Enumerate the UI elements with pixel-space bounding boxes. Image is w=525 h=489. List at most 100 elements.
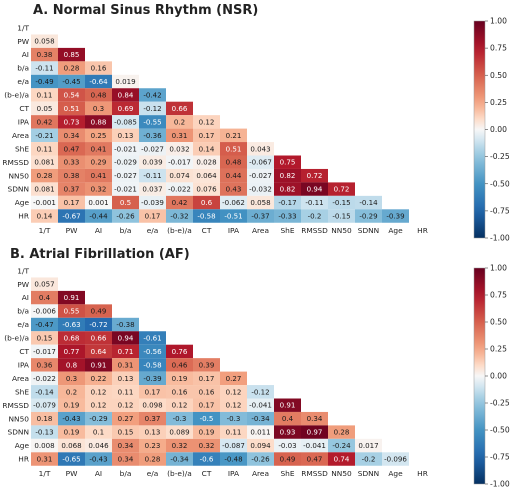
af-cell-label-9-7: 0.12 bbox=[226, 387, 242, 396]
af-cell-1-0 bbox=[31, 277, 58, 291]
af-cell-9-6 bbox=[193, 385, 220, 399]
nsr-cell-12-0 bbox=[31, 182, 58, 196]
af-cell-label-7-5: 0.46 bbox=[172, 360, 188, 369]
nsr-cell-label-13-1: 0.17 bbox=[64, 198, 80, 207]
af-col-label: 1/T bbox=[39, 469, 51, 478]
af-cell-label-11-4: 0.37 bbox=[145, 414, 161, 423]
nsr-cell-label-11-2: 0.41 bbox=[91, 171, 107, 180]
nsr-cell-label-12-4: 0.037 bbox=[142, 185, 162, 194]
nsr-cell-12-8 bbox=[247, 182, 274, 196]
af-cell-label-11-2: -0.29 bbox=[89, 414, 108, 423]
af-cell-9-0 bbox=[31, 385, 58, 399]
af-cell-14-6 bbox=[193, 452, 220, 466]
af-row-label: Area bbox=[12, 374, 29, 383]
nsr-cell-label-14-9: -0.33 bbox=[278, 212, 296, 221]
af-cell-6-3 bbox=[112, 344, 139, 359]
af-cell-label-13-0: 0.008 bbox=[34, 441, 55, 450]
af-colorbar-tick-label: 1.00 bbox=[490, 264, 507, 273]
nsr-cell-13-6 bbox=[193, 195, 220, 210]
af-cell-label-12-7: 0.11 bbox=[226, 428, 242, 437]
af-cell-label-11-3: 0.27 bbox=[118, 414, 134, 423]
af-cell-9-3 bbox=[112, 385, 139, 399]
af-cell-4-1 bbox=[58, 317, 85, 332]
nsr-cell-7-5 bbox=[166, 115, 193, 129]
af-cell-label-13-8: 0.094 bbox=[250, 441, 271, 450]
af-cell-10-1 bbox=[58, 398, 85, 412]
nsr-col-label: Age bbox=[388, 226, 403, 235]
af-row-label: NN50 bbox=[9, 414, 30, 423]
af-cell-13-3 bbox=[112, 438, 139, 453]
af-col-label: SDNN bbox=[358, 469, 379, 478]
af-cell-14-0 bbox=[31, 452, 58, 466]
nsr-col-label: e/a bbox=[147, 226, 159, 235]
af-cell-label-6-4: -0.56 bbox=[143, 347, 162, 356]
af-col-label: (b-e)/a bbox=[167, 469, 192, 478]
nsr-cell-label-13-7: -0.062 bbox=[222, 198, 245, 207]
nsr-cell-label-4-3: 0.019 bbox=[115, 77, 136, 86]
af-cell-label-8-4: -0.39 bbox=[143, 374, 162, 383]
nsr-colorbar-tick-label: 0.25 bbox=[490, 98, 507, 107]
af-cell-label-14-5: -0.34 bbox=[170, 455, 189, 464]
af-row-label: e/a bbox=[17, 320, 29, 329]
nsr-row-label: 1/T bbox=[17, 23, 29, 32]
af-cell-label-11-1: -0.43 bbox=[62, 414, 80, 423]
nsr-cell-label-13-10: -0.11 bbox=[305, 198, 323, 207]
af-cell-8-1 bbox=[58, 371, 85, 386]
af-cell-6-4 bbox=[139, 344, 166, 359]
nsr-cell-label-11-5: 0.074 bbox=[169, 171, 190, 180]
af-colorbar-tick-label: 0.50 bbox=[490, 318, 507, 327]
nsr-cell-5-2 bbox=[85, 88, 112, 102]
af-cell-label-9-6: 0.16 bbox=[199, 387, 215, 396]
nsr-cell-6-4 bbox=[139, 101, 166, 116]
af-cell-label-6-3: 0.71 bbox=[118, 347, 134, 356]
nsr-cell-8-0 bbox=[31, 128, 58, 143]
nsr-cell-label-6-2: 0.3 bbox=[93, 104, 104, 113]
nsr-cell-12-2 bbox=[85, 182, 112, 196]
nsr-cell-label-8-5: 0.31 bbox=[172, 131, 188, 140]
nsr-row-label: RMSSD bbox=[2, 158, 29, 167]
nsr-cell-label-9-4: -0.027 bbox=[141, 144, 164, 153]
nsr-cell-14-10 bbox=[301, 209, 328, 223]
nsr-cell-4-0 bbox=[31, 74, 58, 89]
nsr-cell-label-5-4: -0.42 bbox=[143, 90, 161, 99]
nsr-colorbar-tick-label: 0.75 bbox=[490, 44, 507, 53]
af-cell-5-2 bbox=[85, 331, 112, 345]
nsr-col-label: ShE bbox=[280, 226, 294, 235]
af-cell-label-14-9: 0.49 bbox=[280, 455, 296, 464]
nsr-cell-label-13-9: -0.17 bbox=[278, 198, 296, 207]
af-colorbar-tick-label: 0.25 bbox=[490, 345, 507, 354]
af-cell-11-3 bbox=[112, 411, 139, 426]
af-cell-label-13-12: 0.017 bbox=[358, 441, 378, 450]
nsr-cell-12-7 bbox=[220, 182, 247, 196]
af-cell-9-2 bbox=[85, 385, 112, 399]
nsr-cell-7-4 bbox=[139, 115, 166, 129]
af-row-label: RMSSD bbox=[2, 401, 29, 410]
af-cell-10-4 bbox=[139, 398, 166, 412]
nsr-colorbar-tick-label: -0.25 bbox=[490, 152, 510, 161]
nsr-cell-label-9-3: -0.021 bbox=[114, 144, 137, 153]
af-cell-5-3 bbox=[112, 331, 139, 345]
af-cell-10-7 bbox=[220, 398, 247, 412]
af-cell-label-11-8: -0.34 bbox=[251, 414, 270, 423]
nsr-cell-label-11-6: 0.064 bbox=[196, 171, 217, 180]
nsr-cell-6-1 bbox=[58, 101, 85, 116]
af-cell-label-14-11: 0.74 bbox=[334, 455, 350, 464]
nsr-row-label: b/a bbox=[17, 64, 29, 73]
nsr-cell-label-1-0: 0.058 bbox=[34, 37, 55, 46]
nsr-cell-label-13-3: 0.5 bbox=[120, 198, 131, 207]
af-cell-label-13-5: 0.32 bbox=[172, 441, 188, 450]
af-cell-label-14-12: -0.2 bbox=[362, 455, 376, 464]
nsr-cell-label-12-9: 0.82 bbox=[280, 185, 296, 194]
nsr-cell-13-11 bbox=[328, 195, 355, 210]
nsr-cell-label-14-11: -0.15 bbox=[332, 212, 350, 221]
af-cell-2-1 bbox=[58, 290, 85, 305]
af-cell-label-12-6: 0.19 bbox=[199, 428, 215, 437]
af-cell-8-7 bbox=[220, 371, 247, 386]
af-cell-label-14-0: 0.31 bbox=[37, 455, 53, 464]
af-cell-7-1 bbox=[58, 358, 85, 372]
nsr-cell-5-4 bbox=[139, 88, 166, 102]
nsr-cell-label-3-2: 0.16 bbox=[91, 64, 107, 73]
af-title: B. Atrial Fibrillation (AF) bbox=[10, 247, 190, 262]
nsr-cell-11-6 bbox=[193, 168, 220, 183]
